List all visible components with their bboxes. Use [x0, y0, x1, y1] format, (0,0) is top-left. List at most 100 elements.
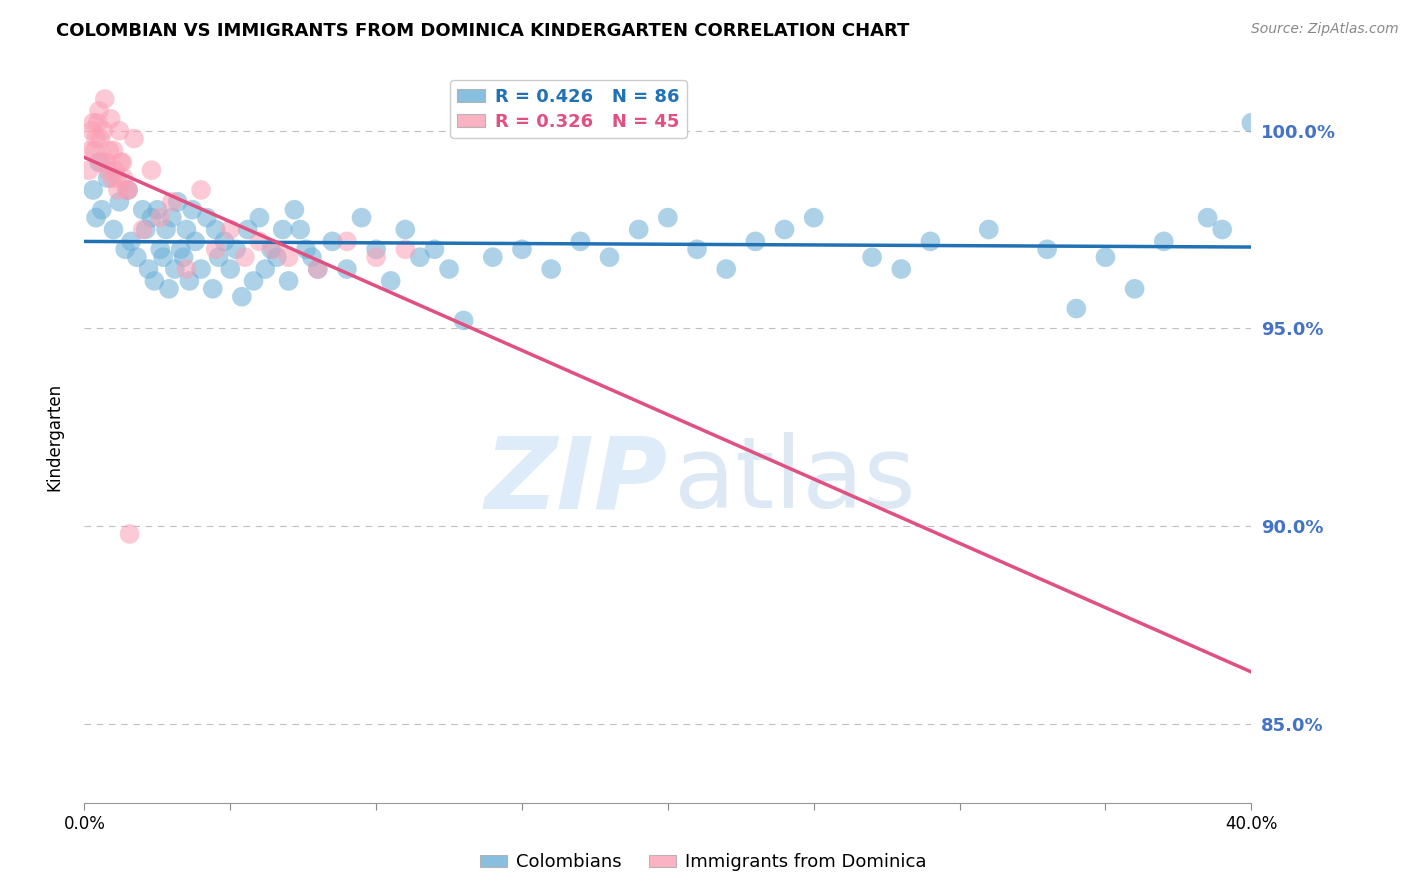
- Point: [149, 211, 172, 225]
- Point: [423, 242, 446, 256]
- Point: [453, 313, 475, 327]
- Point: [394, 242, 416, 256]
- Point: [219, 222, 242, 236]
- Point: [394, 222, 416, 236]
- Point: [120, 235, 142, 249]
- Point: [481, 250, 505, 264]
- Point: [1066, 301, 1088, 316]
- Point: [82, 116, 104, 130]
- Point: [84, 211, 107, 225]
- Point: [190, 262, 212, 277]
- Point: [890, 262, 912, 277]
- Point: [104, 163, 127, 178]
- Point: [107, 183, 129, 197]
- Point: [179, 274, 201, 288]
- Point: [86, 116, 108, 130]
- Point: [97, 163, 120, 178]
- Point: [83, 144, 105, 158]
- Point: [290, 222, 312, 236]
- Point: [103, 144, 125, 158]
- Point: [249, 235, 271, 249]
- Point: [87, 103, 110, 118]
- Point: [190, 183, 212, 197]
- Point: [101, 171, 124, 186]
- Point: [599, 250, 621, 264]
- Point: [266, 250, 288, 264]
- Point: [336, 262, 359, 277]
- Point: [321, 235, 343, 249]
- Point: [96, 155, 118, 169]
- Point: [160, 194, 183, 209]
- Point: [214, 235, 236, 249]
- Point: [90, 155, 112, 169]
- Legend: R = 0.426   N = 86, R = 0.326   N = 45: R = 0.426 N = 86, R = 0.326 N = 45: [450, 80, 688, 138]
- Point: [115, 183, 138, 197]
- Point: [163, 262, 186, 277]
- Point: [135, 222, 157, 236]
- Point: [1240, 116, 1263, 130]
- Point: [80, 123, 103, 137]
- Point: [657, 211, 679, 225]
- Point: [111, 155, 134, 169]
- Point: [77, 163, 100, 178]
- Point: [540, 262, 562, 277]
- Point: [249, 211, 271, 225]
- Point: [1211, 222, 1233, 236]
- Point: [409, 250, 432, 264]
- Point: [231, 290, 253, 304]
- Legend: Colombians, Immigrants from Dominica: Colombians, Immigrants from Dominica: [472, 847, 934, 879]
- Text: atlas: atlas: [673, 433, 915, 530]
- Point: [176, 222, 198, 236]
- Point: [84, 131, 107, 145]
- Point: [242, 274, 264, 288]
- Point: [195, 211, 218, 225]
- Point: [103, 222, 125, 236]
- Point: [716, 262, 738, 277]
- Point: [977, 222, 1000, 236]
- Point: [744, 235, 766, 249]
- Point: [152, 250, 174, 264]
- Point: [1197, 211, 1219, 225]
- Point: [117, 183, 139, 197]
- Point: [1153, 235, 1175, 249]
- Point: [301, 250, 323, 264]
- Point: [143, 274, 166, 288]
- Point: [91, 123, 114, 137]
- Point: [157, 282, 180, 296]
- Point: [110, 155, 132, 169]
- Point: [89, 131, 111, 145]
- Point: [146, 202, 169, 217]
- Point: [380, 274, 402, 288]
- Point: [307, 262, 329, 277]
- Text: COLOMBIAN VS IMMIGRANTS FROM DOMINICA KINDERGARTEN CORRELATION CHART: COLOMBIAN VS IMMIGRANTS FROM DOMINICA KI…: [56, 22, 910, 40]
- Point: [1036, 242, 1059, 256]
- Point: [204, 242, 226, 256]
- Point: [100, 112, 122, 126]
- Point: [108, 123, 131, 137]
- Point: [166, 194, 188, 209]
- Point: [141, 163, 163, 178]
- Point: [132, 222, 155, 236]
- Point: [97, 171, 120, 186]
- Point: [184, 235, 207, 249]
- Point: [366, 242, 388, 256]
- Point: [90, 202, 112, 217]
- Point: [181, 202, 204, 217]
- Text: ZIP: ZIP: [485, 433, 668, 530]
- Point: [155, 222, 177, 236]
- Point: [627, 222, 650, 236]
- Point: [160, 211, 183, 225]
- Point: [510, 242, 533, 256]
- Point: [169, 242, 191, 256]
- Point: [108, 194, 131, 209]
- Point: [132, 202, 155, 217]
- Point: [1123, 282, 1146, 296]
- Point: [263, 242, 285, 256]
- Point: [569, 235, 592, 249]
- Point: [87, 155, 110, 169]
- Point: [803, 211, 825, 225]
- Point: [173, 250, 195, 264]
- Point: [236, 222, 259, 236]
- Point: [773, 222, 796, 236]
- Point: [122, 131, 145, 145]
